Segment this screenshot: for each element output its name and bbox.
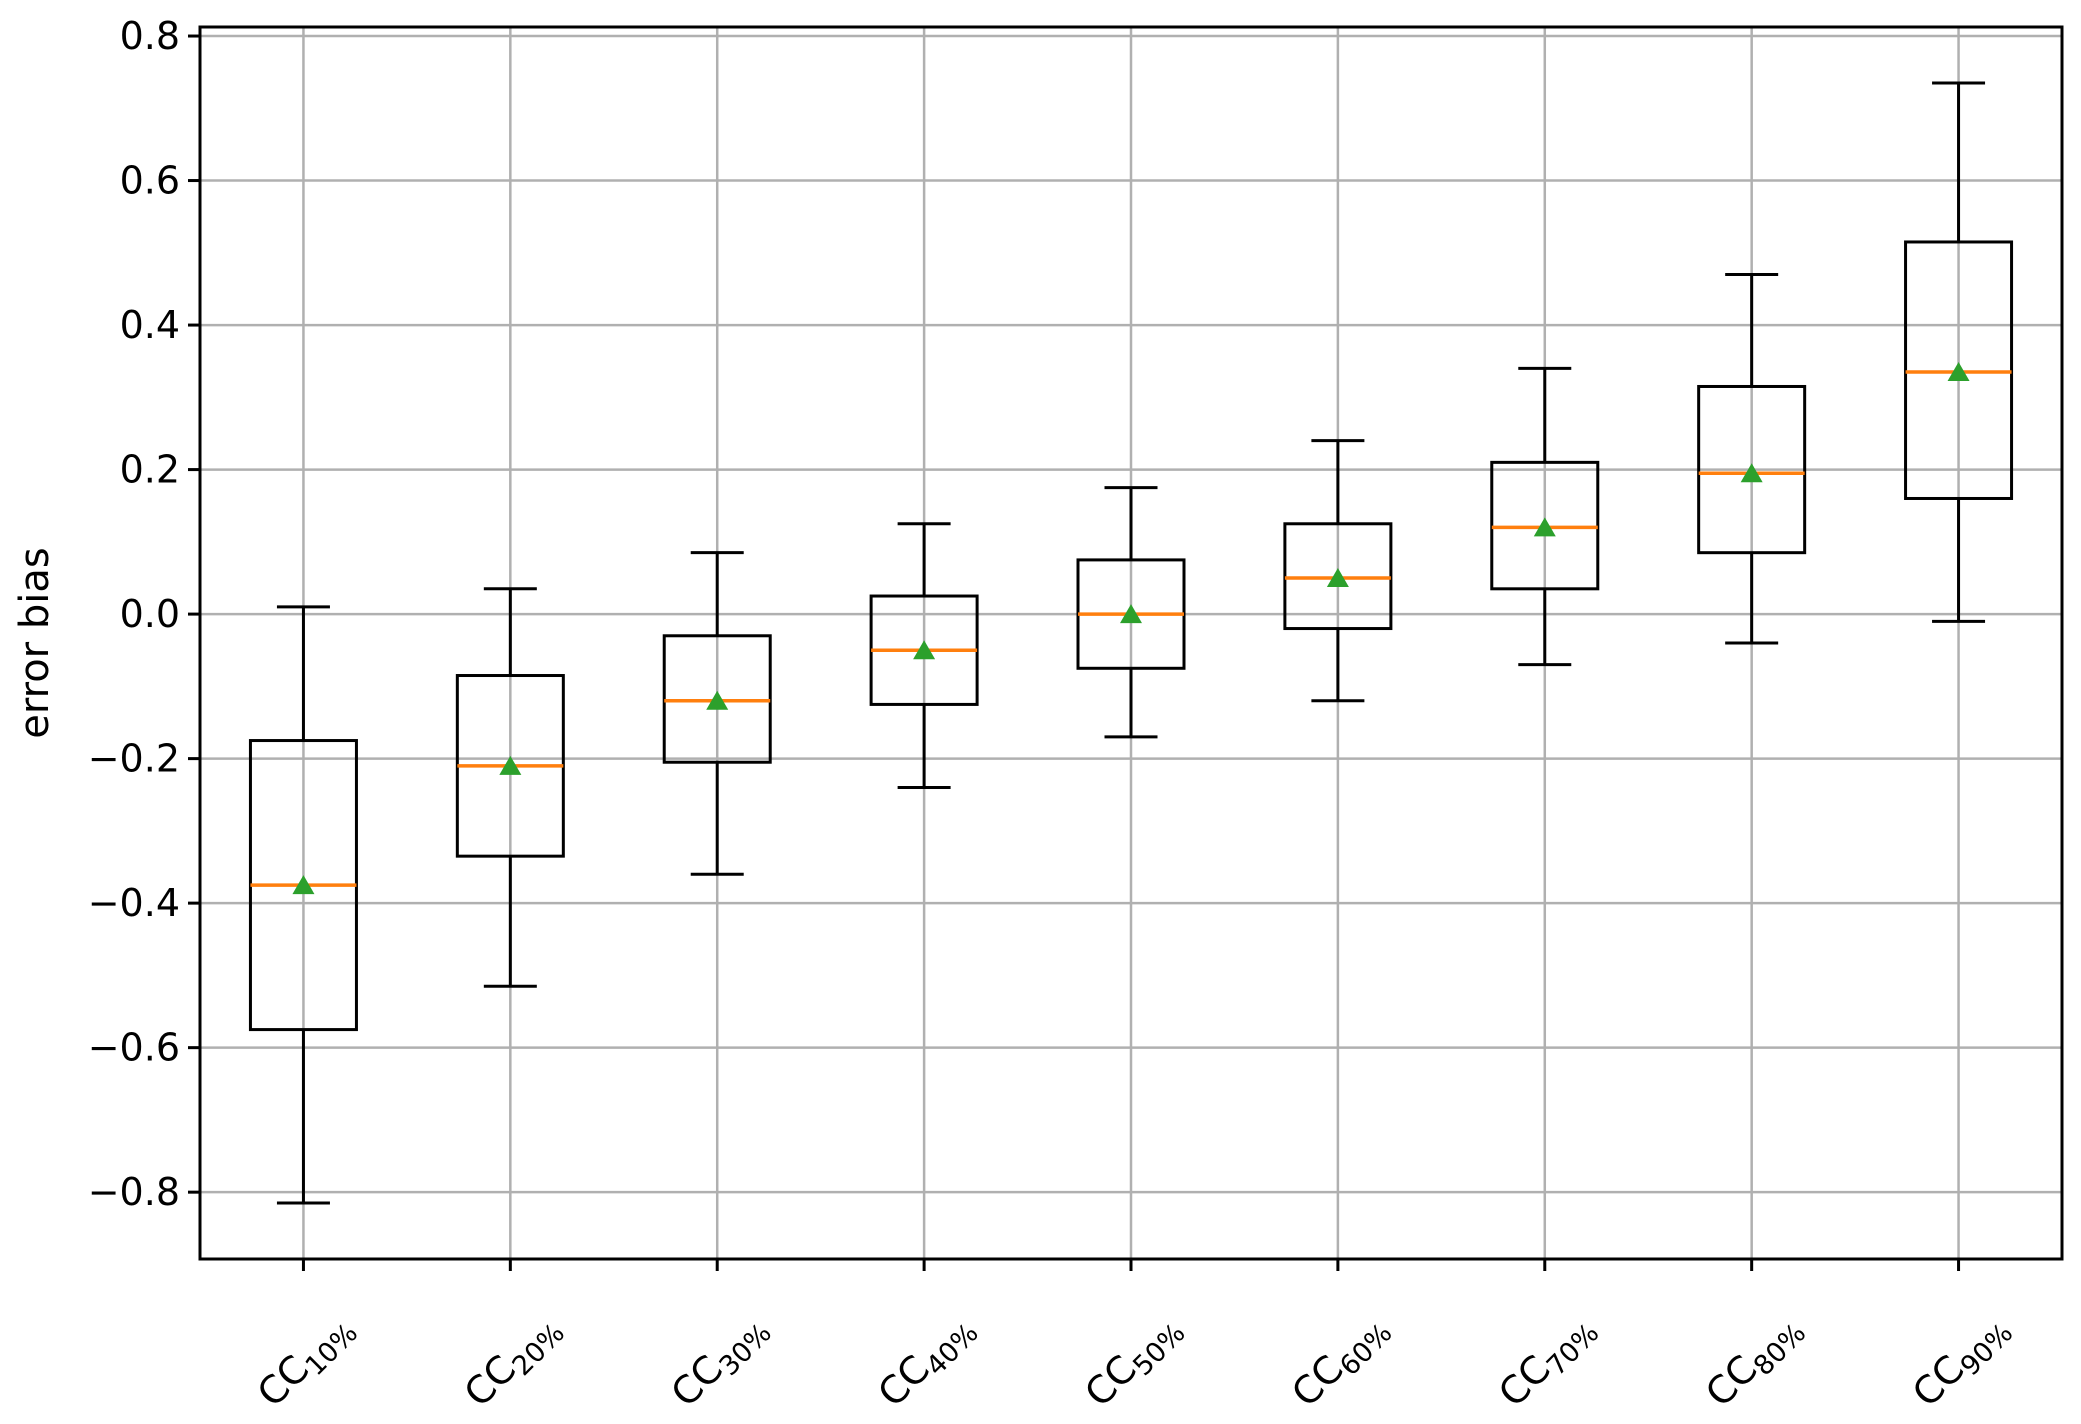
- mean-marker-CC90%: [1947, 362, 1970, 382]
- box-CC30%: [662, 634, 772, 764]
- x-tick-label-CC40%: CC40%: [869, 1304, 984, 1419]
- x-tick-label-CC80%: CC80%: [1697, 1304, 1812, 1419]
- y-tick-label-−0.2: −0.2: [88, 737, 180, 781]
- x-tick-label-CC70%: CC70%: [1490, 1304, 1605, 1419]
- box-CC90%: [1904, 240, 2014, 500]
- y-tick-label-0.6: 0.6: [120, 159, 180, 203]
- y-axis-label: error bias: [12, 547, 58, 738]
- axes-layer: 0.8 0.6 0.4 0.2 0.0 −0.2 −0.4 −0.6 −0.8 CC10% CC20…: [88, 14, 2064, 1419]
- box-CC60%: [1283, 522, 1393, 631]
- x-tick-label-CC10%: CC10%: [249, 1304, 364, 1419]
- y-tick-label-0.0: 0.0: [120, 592, 180, 636]
- y-tick-label-−0.4: −0.4: [88, 881, 180, 925]
- y-tick-label-0.4: 0.4: [120, 303, 180, 347]
- mean-marker-CC10%: [292, 875, 315, 895]
- axes-frame: [198, 25, 2064, 1261]
- y-tick-label-−0.8: −0.8: [88, 1170, 180, 1214]
- mean-marker-CC60%: [1326, 567, 1349, 587]
- mean-marker-CC80%: [1740, 463, 1763, 483]
- mean-marker-CC20%: [499, 755, 522, 775]
- mean-marker-CC40%: [913, 640, 936, 660]
- boxes-layer: [248, 81, 2014, 1205]
- box-CC80%: [1697, 384, 1807, 555]
- x-tick-label-CC20%: CC20%: [456, 1304, 571, 1419]
- mean-marker-CC50%: [1120, 604, 1142, 624]
- x-tick-label-CC60%: CC60%: [1283, 1304, 1398, 1419]
- y-tick-label-−0.6: −0.6: [88, 1026, 180, 1070]
- x-tick-label-CC90%: CC90%: [1904, 1304, 2019, 1419]
- y-tick-label-0.8: 0.8: [120, 14, 180, 58]
- x-tick-label-CC50%: CC50%: [1076, 1304, 1191, 1419]
- grid-layer: [200, 27, 2062, 1259]
- mean-marker-CC70%: [1533, 517, 1556, 537]
- x-tick-label-CC30%: CC30%: [663, 1304, 778, 1419]
- y-tick-label-0.2: 0.2: [120, 448, 180, 492]
- box-CC70%: [1490, 460, 1600, 591]
- mean-marker-CC30%: [706, 690, 729, 710]
